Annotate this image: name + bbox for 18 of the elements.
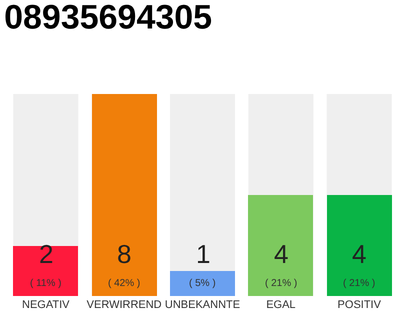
bar [13, 246, 78, 296]
annotation: ( 21% ) [265, 278, 298, 289]
data-label: 4 [352, 239, 366, 269]
data-label: 1 [196, 239, 210, 269]
x-tick-label: POSITIV [338, 299, 382, 311]
annotation: ( 21% ) [343, 278, 376, 289]
chart-title: 08935694305 [4, 0, 212, 37]
data-label: 2 [39, 239, 54, 269]
x-tick-label: UNBEKANNTE [164, 299, 240, 311]
annotation: ( 11% ) [30, 278, 62, 289]
annotation: ( 5% ) [189, 278, 216, 289]
x-tick-label: VERWIRREND [86, 299, 162, 311]
data-label: 8 [117, 239, 132, 269]
annotation: ( 42% ) [108, 278, 140, 289]
x-tick-label: NEGATIV [22, 299, 70, 311]
x-tick-label: EGAL [266, 299, 296, 311]
data-label: 4 [274, 239, 288, 269]
bar [170, 271, 235, 296]
